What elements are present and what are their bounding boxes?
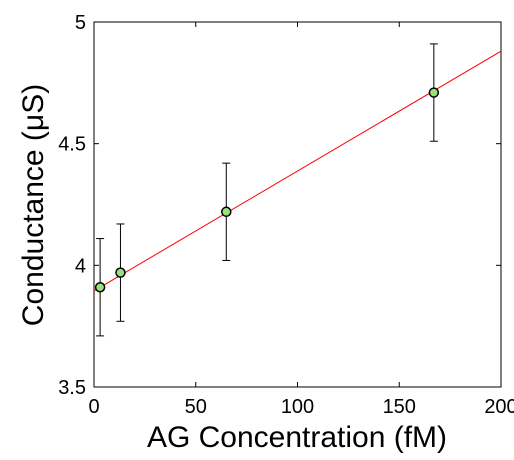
y-tick-label: 3.5	[58, 377, 86, 399]
x-tick-label: 0	[88, 396, 99, 418]
data-point	[221, 206, 232, 218]
x-tick-label: 200	[484, 396, 514, 418]
x-axis-label: AG Concentration (fM)	[147, 421, 447, 454]
y-tick-label: 4.5	[58, 134, 86, 156]
x-tick-label: 50	[185, 396, 207, 418]
y-tick-label: 4	[75, 255, 86, 277]
fit-line	[93, 50, 502, 292]
data-point	[115, 267, 126, 278]
data-point	[94, 281, 106, 293]
data-point	[428, 87, 440, 98]
fit-line-layer	[93, 50, 502, 292]
x-tick-label: 100	[281, 396, 314, 418]
plot-frame	[93, 21, 502, 388]
y-axis-label: Conductance (μS)	[17, 84, 50, 326]
y-tick-label: 5	[75, 12, 86, 34]
x-tick-label: 150	[383, 396, 416, 418]
y-tick-layer: 3.5 4 4.5 5	[58, 12, 501, 399]
error-bar-layer	[96, 43, 438, 337]
point-layer	[94, 87, 440, 293]
x-tick-layer: 0 50 100 150 200	[88, 22, 514, 418]
